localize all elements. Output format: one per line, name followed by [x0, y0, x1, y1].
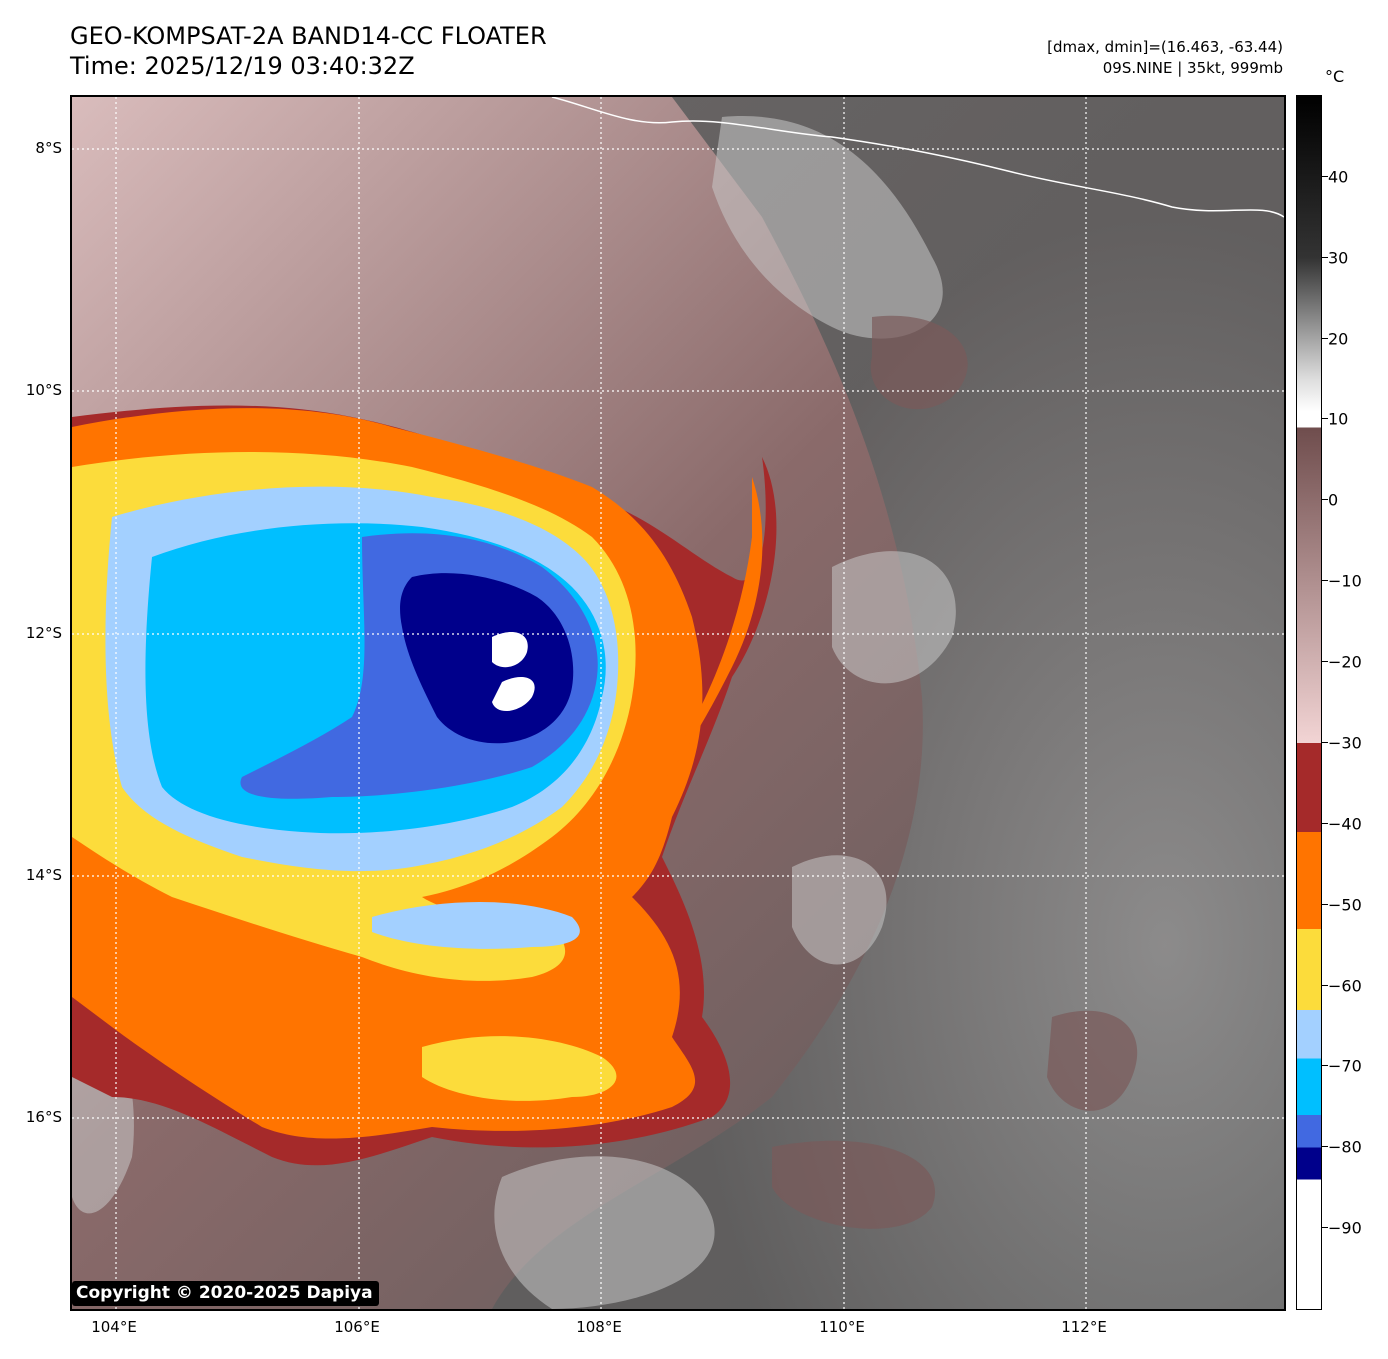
chart-title: GEO-KOMPSAT-2A BAND14-CC FLOATER — [70, 22, 547, 50]
colorbar-tick — [1322, 338, 1328, 339]
lon-label-112e: 112°E — [1061, 1318, 1107, 1336]
colorbar-tick — [1322, 904, 1328, 905]
colorbar-tick — [1322, 580, 1328, 581]
colorbar-tick-label: 20 — [1328, 329, 1349, 349]
colorbar-tick-label: 40 — [1328, 167, 1349, 187]
light-cloud-patches — [72, 116, 956, 1309]
colorbar-tick-label: 30 — [1328, 248, 1349, 268]
colorbar-tick — [1322, 823, 1328, 824]
colorbar-tick-label: −80 — [1328, 1137, 1362, 1157]
colorbar-tick — [1322, 176, 1328, 177]
colorbar-tick — [1322, 1065, 1328, 1066]
colorbar-tick-label: −90 — [1328, 1218, 1362, 1238]
clear-sky-gray-region — [492, 97, 1284, 1309]
colorbar-tick-label: 0 — [1328, 490, 1339, 510]
outer-rainband-minus50 — [512, 477, 763, 897]
lat-label-10s: 10°S — [25, 381, 62, 399]
colorbar-tick — [1322, 418, 1328, 419]
lat-label-12s: 12°S — [25, 624, 62, 642]
cloud-top-minus90 — [400, 573, 574, 744]
copyright-notice: Copyright © 2020-2025 Dapiya — [72, 1281, 379, 1306]
colorbar-unit: °C — [1325, 67, 1345, 86]
colorbar-tick — [1322, 257, 1328, 258]
graticule — [72, 97, 1284, 1309]
colorbar-tick-label: −60 — [1328, 976, 1362, 996]
data-range-info: [dmax, dmin]=(16.463, -63.44) — [1047, 38, 1283, 56]
overshooting-top-coldest — [492, 632, 535, 712]
colorbar-tick-label: −70 — [1328, 1056, 1362, 1076]
cyclone-cloud-mass — [72, 405, 777, 1166]
colorbar-tick — [1322, 1227, 1328, 1228]
lon-label-108e: 108°E — [576, 1318, 622, 1336]
rainband-minus60 — [422, 1036, 617, 1101]
colorbar-tick-label: −10 — [1328, 571, 1362, 591]
storm-info: 09S.NINE | 35kt, 999mb — [1102, 59, 1283, 77]
temperature-colorbar — [1296, 95, 1322, 1310]
colorbar-tick-label: −30 — [1328, 733, 1362, 753]
colorbar-tick-label: −50 — [1328, 895, 1362, 915]
colorbar-tick-label: −40 — [1328, 814, 1362, 834]
colorbar-tick — [1322, 1146, 1328, 1147]
colorbar-tick-label: 10 — [1328, 409, 1349, 429]
colorbar-tick-label: −20 — [1328, 652, 1362, 672]
rainband-minus70 — [372, 902, 580, 949]
lat-label-8s: 8°S — [35, 139, 62, 157]
coastline — [551, 97, 1284, 218]
satellite-map[interactable] — [70, 95, 1286, 1311]
lon-label-110e: 110°E — [819, 1318, 865, 1336]
colorbar-tick — [1322, 742, 1328, 743]
colorbar-tick — [1322, 985, 1328, 986]
lon-label-104e: 104°E — [91, 1318, 137, 1336]
lat-label-16s: 16°S — [25, 1108, 62, 1126]
colorbar-tick — [1322, 499, 1328, 500]
timestamp: Time: 2025/12/19 03:40:32Z — [70, 52, 415, 80]
lat-label-14s: 14°S — [25, 866, 62, 884]
colorbar-tick — [1322, 661, 1328, 662]
lon-label-106e: 106°E — [334, 1318, 380, 1336]
